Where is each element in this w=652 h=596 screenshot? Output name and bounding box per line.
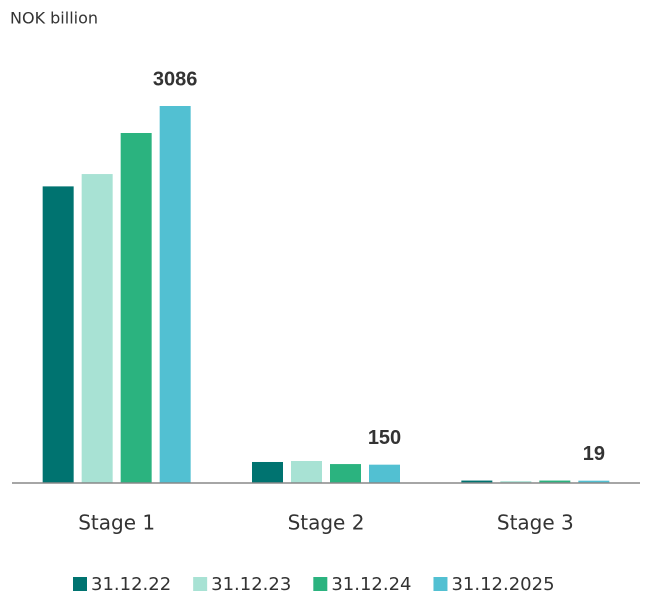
data-label: 3086 (153, 68, 198, 90)
legend-label: 31.12.24 (331, 574, 411, 595)
bar (252, 461, 283, 483)
legend-label: 31.12.22 (91, 574, 171, 595)
x-tick-label: Stage 3 (497, 511, 574, 535)
legend-swatch (73, 577, 87, 591)
bar (81, 174, 113, 483)
data-label: 150 (368, 427, 401, 449)
bar (578, 480, 610, 483)
x-tick-label: Stage 1 (78, 511, 155, 535)
bar (500, 481, 532, 483)
bar (42, 186, 74, 483)
bar (461, 480, 493, 483)
x-tick-label: Stage 2 (288, 511, 365, 535)
legend-label: 31.12.23 (211, 574, 291, 595)
chart-subtitle: NOK billion (10, 9, 98, 28)
legend-swatch (313, 577, 328, 591)
bar (159, 106, 191, 483)
legend-swatch (433, 577, 448, 591)
bar (539, 480, 571, 483)
data-label: 19 (583, 443, 605, 465)
bar (369, 464, 400, 483)
legend-label: 31.12.2025 (451, 574, 554, 595)
bar (120, 132, 152, 483)
legend-swatch (193, 577, 208, 591)
bar (330, 464, 361, 483)
bar (291, 461, 322, 483)
